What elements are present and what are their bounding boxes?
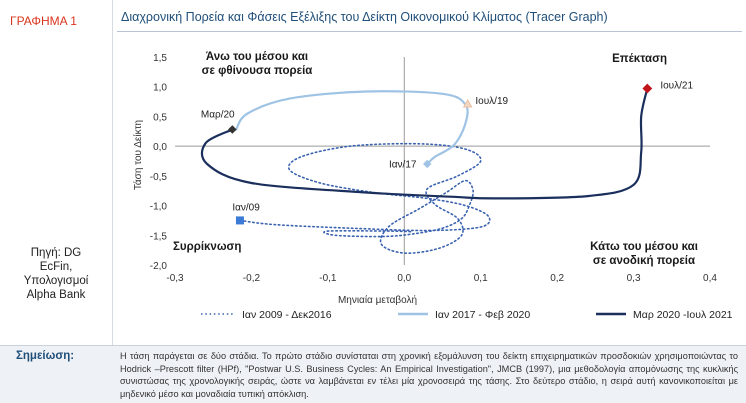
annotation-label: Ιαν/09 xyxy=(232,202,260,213)
series-2020-2021-line xyxy=(200,87,649,200)
x-tick-label: 0,0 xyxy=(397,273,411,284)
quadrant-label-bottom-right: Κάτω του μέσου και σε ανοδική πορεία xyxy=(590,241,698,267)
x-tick-label: 0,1 xyxy=(474,273,488,284)
annotation-label: Ιουλ/21 xyxy=(660,80,693,91)
legend-label: Μαρ 2020 -Ιουλ 2021 xyxy=(633,309,733,321)
x-tick-label: -0,2 xyxy=(243,273,261,284)
series-2017-2020-line xyxy=(235,90,469,166)
left-column: ΓΡΑΦΗΜΑ 1 Πηγή: DG EcFin, Υπολογισμοί Al… xyxy=(0,0,112,345)
y-tick-label: 0,5 xyxy=(153,112,167,123)
quadrant-label-top-left: Άνω του μέσου και σε φθίνουσα πορεία xyxy=(202,51,313,77)
marker-jan17-diamond xyxy=(423,159,432,169)
y-tick-label: 1,5 xyxy=(153,53,167,64)
source-text: Πηγή: DG EcFin, Υπολογισμοί Alpha Bank xyxy=(23,247,89,301)
x-axis-title: Μηνιαία μεταβολή xyxy=(338,294,417,306)
y-tick-label: 1,0 xyxy=(153,83,167,94)
y-tick-label: -0,5 xyxy=(150,172,168,183)
x-tick-label: 0,3 xyxy=(627,273,641,284)
x-tick-label: 0,4 xyxy=(703,273,717,284)
legend-label: Ιαν 2017 - Φεβ 2020 xyxy=(435,309,530,321)
x-tick-label: 0,2 xyxy=(550,273,564,284)
series-2009-2016-line xyxy=(239,142,491,255)
annotation-label: Μαρ/20 xyxy=(201,110,235,121)
title-divider xyxy=(117,31,742,32)
y-tick-label: -2,0 xyxy=(150,261,168,272)
annotation-label: Ιουλ/19 xyxy=(475,96,508,107)
tracer-graph: -0,3 -0,2 -0,1 0,0 0,1 0,2 0,3 0,4 1,5 1,0 0,5 0,0 -… xyxy=(132,51,733,321)
marker-jul19-triangle xyxy=(462,98,473,108)
chart-title: Διαχρονική Πορεία και Φάσεις Εξέλιξης το… xyxy=(121,10,608,24)
chart-panel: Διαχρονική Πορεία και Φάσεις Εξέλιξης το… xyxy=(112,0,746,345)
note-text: Η τάση παράγεται σε δύο στάδια. Το πρώτο… xyxy=(120,351,738,399)
marker-jan09-square xyxy=(235,216,244,225)
x-tick-label: -0,3 xyxy=(166,273,184,284)
figure-label: ΓΡΑΦΗΜΑ 1 xyxy=(10,14,77,28)
x-tick-label: -0,1 xyxy=(319,273,337,284)
legend-label: Ιαν 2009 - Δεκ2016 xyxy=(242,309,332,321)
annotation-label: Ιαν/17 xyxy=(389,160,417,171)
y-tick-label: 0,0 xyxy=(153,142,167,153)
note-section: Σημείωση: Η τάση παράγεται σε δύο στάδια… xyxy=(0,345,746,403)
quadrant-label-top-right: Επέκταση xyxy=(612,53,667,65)
note-label: Σημείωση: xyxy=(16,350,75,362)
y-tick-label: -1,5 xyxy=(150,231,168,242)
y-tick-label: -1,0 xyxy=(150,202,168,213)
marker-mar20-diamond xyxy=(228,125,237,134)
y-axis-title: Τάση του Δείκτη xyxy=(132,120,144,190)
marker-jul21-diamond xyxy=(642,83,653,94)
quadrant-label-bottom-left: Συρρίκνωση xyxy=(173,241,241,253)
